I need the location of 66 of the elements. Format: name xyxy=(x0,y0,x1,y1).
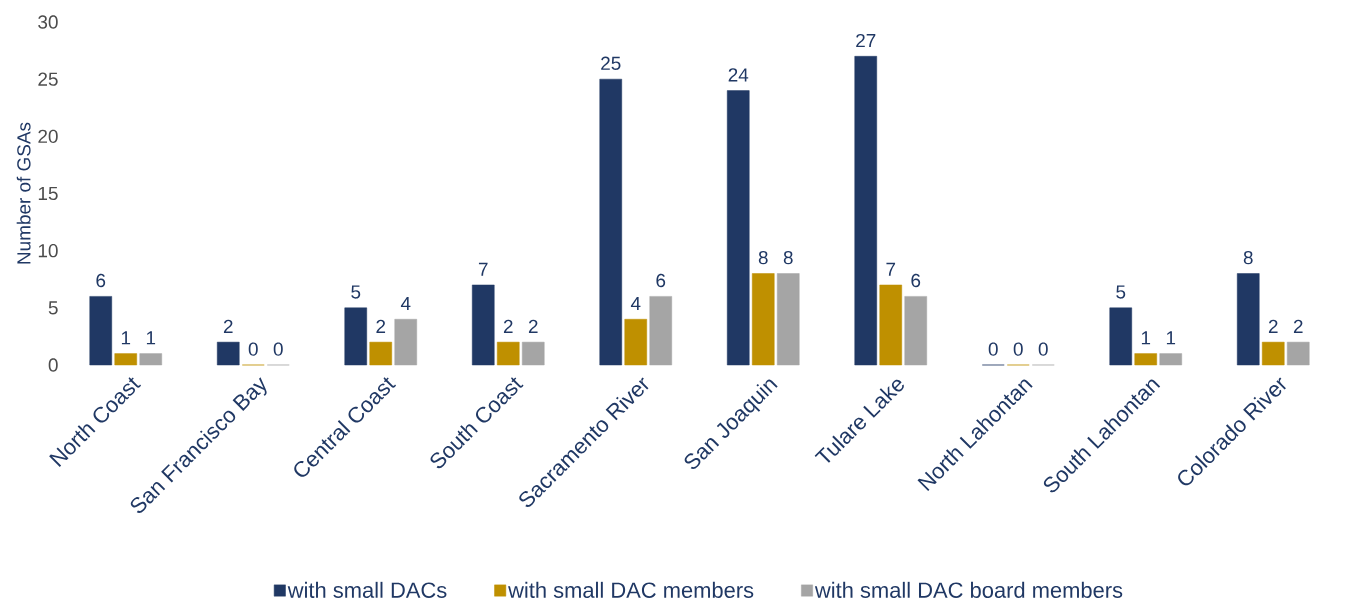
bar xyxy=(649,296,672,366)
bar xyxy=(217,341,240,366)
bar xyxy=(497,341,520,366)
bar xyxy=(624,319,647,366)
y-tick-label: 20 xyxy=(38,129,58,144)
data-label: 8 xyxy=(758,250,768,265)
data-label: 1 xyxy=(121,331,131,345)
data-label: 2 xyxy=(528,319,538,333)
legend-label: with small DAC board members xyxy=(814,581,1123,598)
bar xyxy=(904,296,927,366)
data-label: 27 xyxy=(856,33,876,48)
data-label: 4 xyxy=(630,297,641,311)
bar xyxy=(1286,341,1310,366)
data-label: 2 xyxy=(1293,319,1303,333)
bar xyxy=(599,78,622,366)
bar xyxy=(1261,341,1285,366)
data-label: 1 xyxy=(146,331,156,345)
data-label: 2 xyxy=(376,319,386,333)
bar xyxy=(726,90,750,366)
bar xyxy=(879,284,902,366)
data-label: 6 xyxy=(96,273,106,288)
data-label: 1 xyxy=(1141,331,1151,345)
bar xyxy=(1109,307,1132,366)
data-label: 4 xyxy=(400,297,411,311)
data-label: 2 xyxy=(1268,319,1278,333)
bar xyxy=(777,273,800,366)
y-tick-label: 25 xyxy=(38,72,58,86)
bar xyxy=(522,341,545,366)
bar xyxy=(472,284,495,366)
legend-label: with small DACs xyxy=(287,581,447,598)
bar xyxy=(854,56,877,366)
y-tick-label: 30 xyxy=(38,15,58,29)
bar xyxy=(114,353,137,366)
bar xyxy=(1236,273,1260,366)
bar xyxy=(89,296,112,366)
legend-label: with small DAC members xyxy=(508,581,754,598)
data-label: 7 xyxy=(886,262,896,276)
data-label: 2 xyxy=(223,319,233,333)
data-label: 24 xyxy=(728,68,749,82)
data-label: 0 xyxy=(248,342,258,356)
data-label: 2 xyxy=(503,319,513,333)
bar xyxy=(344,307,367,366)
data-label: 0 xyxy=(988,342,998,356)
data-label: 25 xyxy=(601,56,621,70)
data-label: 8 xyxy=(1243,250,1253,265)
data-label: 5 xyxy=(351,285,361,299)
data-label: 8 xyxy=(783,250,793,265)
y-tick-label: 15 xyxy=(38,186,58,201)
bar xyxy=(139,353,162,366)
data-label: 0 xyxy=(1038,342,1048,356)
bar xyxy=(394,319,417,366)
bar xyxy=(1134,353,1157,366)
y-tick-label: 0 xyxy=(48,358,58,372)
data-label: 0 xyxy=(1013,342,1023,356)
y-tick-label: 10 xyxy=(38,243,58,258)
y-tick-label: 5 xyxy=(48,301,58,315)
data-label: 7 xyxy=(478,262,488,276)
bar xyxy=(1159,353,1182,366)
y-axis-title: Number of GSAs xyxy=(16,122,31,264)
data-label: 6 xyxy=(911,273,921,288)
data-label: 6 xyxy=(656,273,666,288)
data-label: 0 xyxy=(273,342,283,356)
data-label: 5 xyxy=(1116,285,1126,299)
bar xyxy=(752,273,775,366)
bar xyxy=(369,341,392,366)
data-label: 1 xyxy=(1166,331,1176,345)
